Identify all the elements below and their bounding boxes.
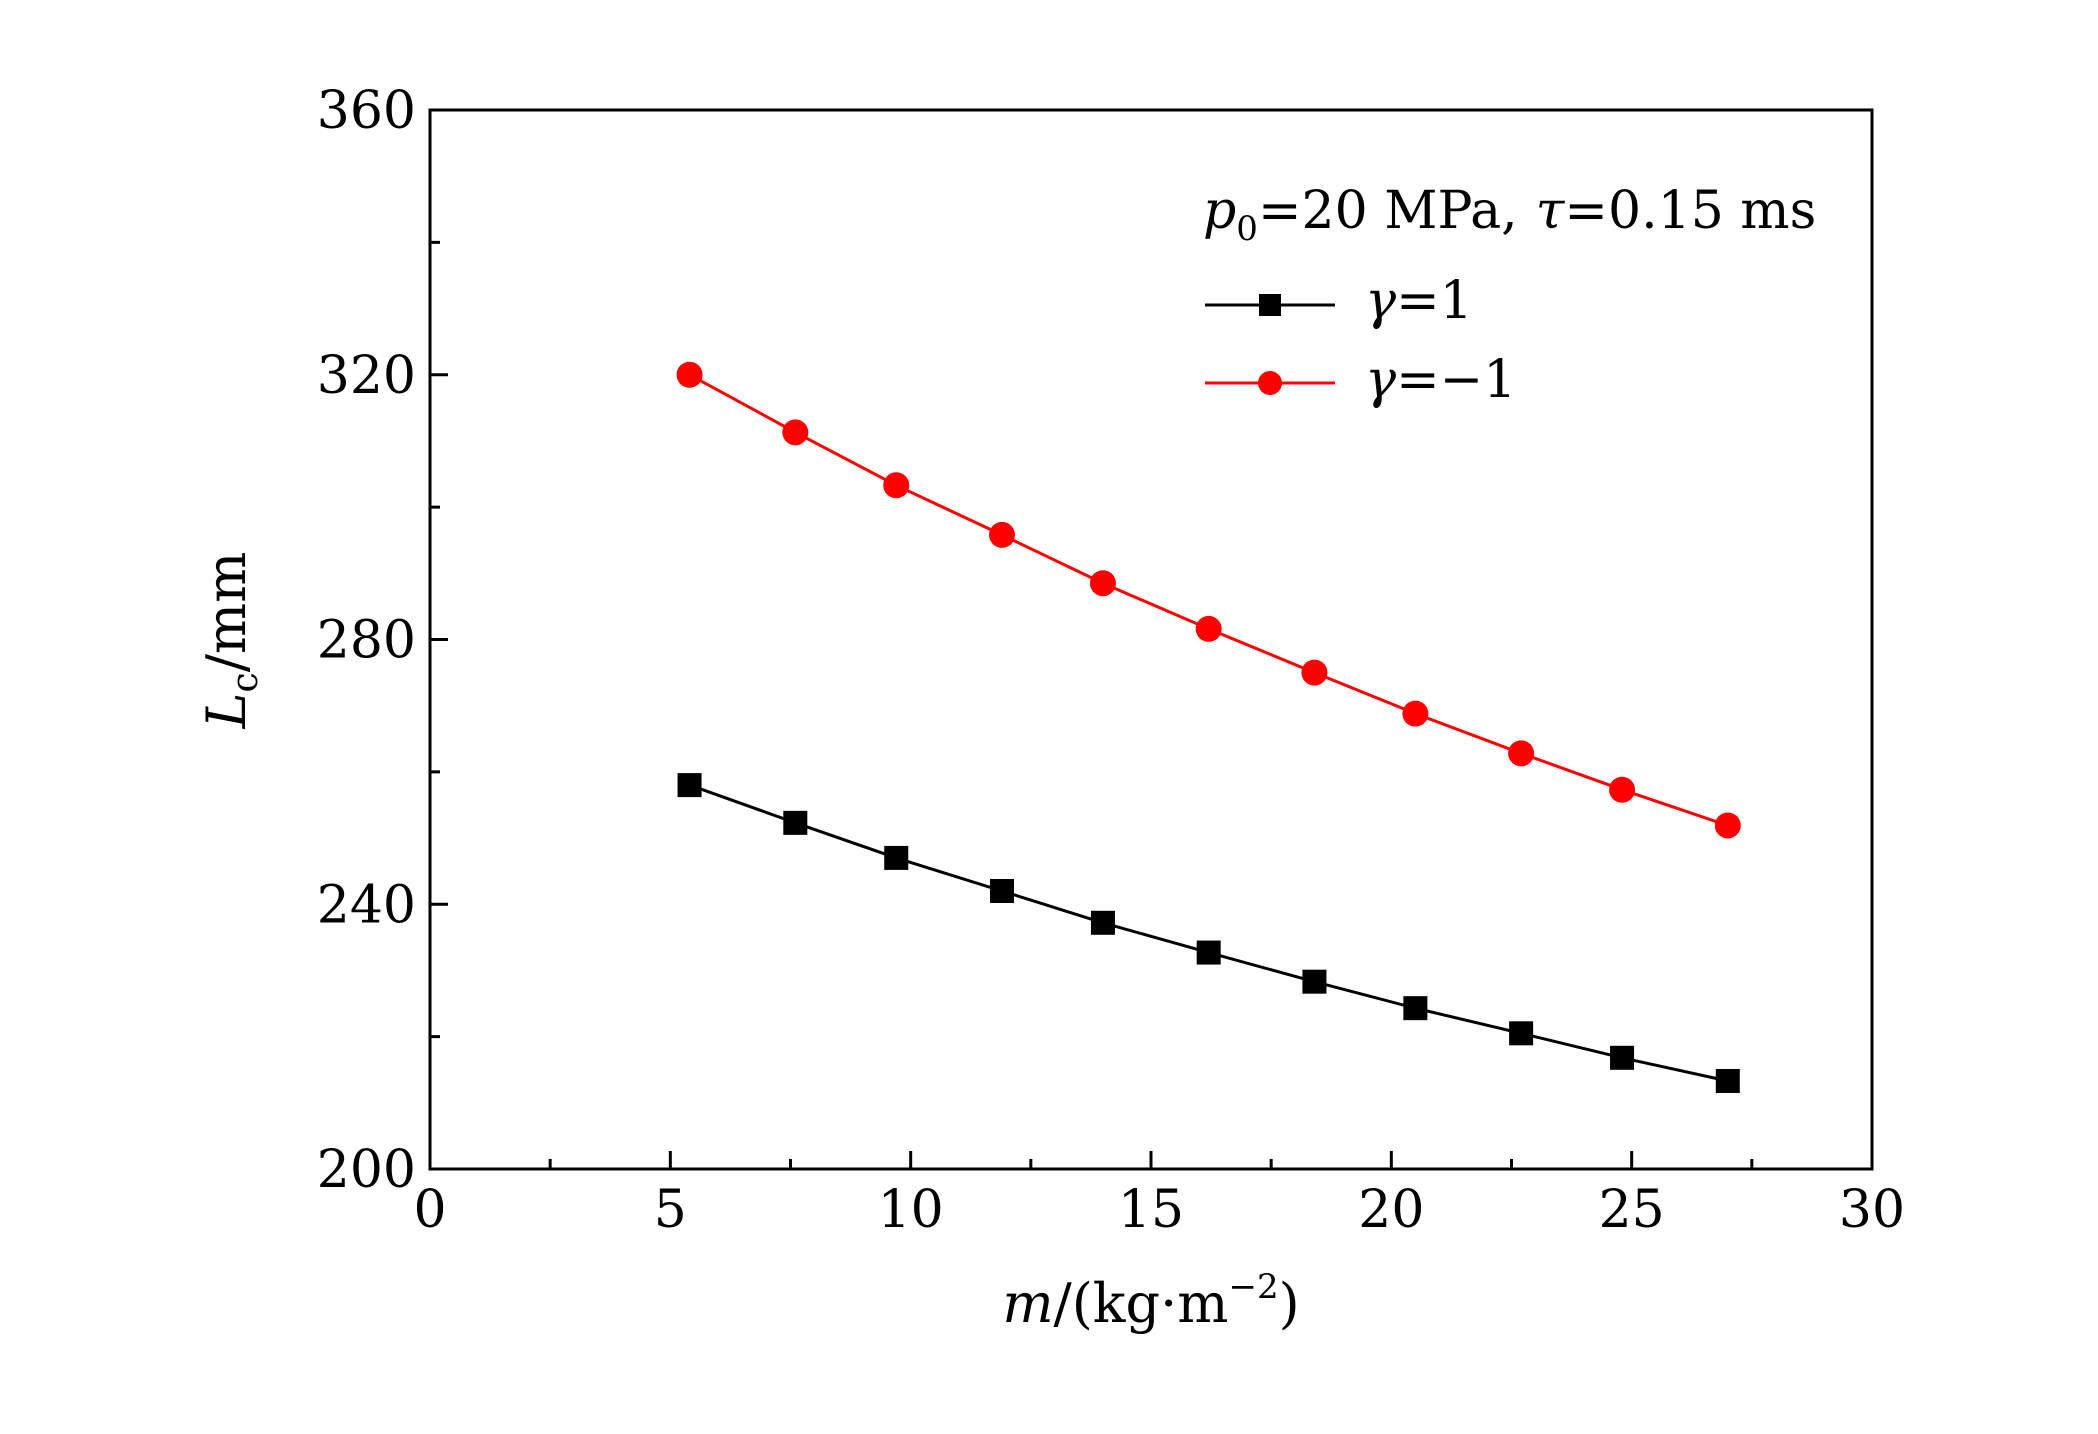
series-layer [676, 361, 1741, 1093]
x-tick-label: 5 [654, 1180, 687, 1240]
series-2-point [1195, 615, 1222, 642]
legend-item-series-2: γ=−1 [1205, 350, 1516, 410]
legend-marker-series-1 [1259, 294, 1281, 316]
legend-marker-series-2 [1258, 371, 1282, 395]
x-tick-label: 30 [1839, 1180, 1905, 1240]
series-2-point [988, 521, 1015, 548]
series-1-point [677, 773, 702, 798]
x-axis-label: m/(kg·m−2) [1002, 1267, 1299, 1335]
series-1-point [1196, 940, 1221, 965]
series-1-point [1509, 1021, 1534, 1046]
series-1-point [1403, 996, 1428, 1021]
x-tick-label: 0 [413, 1180, 446, 1240]
x-tick-label: 10 [878, 1180, 944, 1240]
series-1-point [783, 810, 808, 835]
legend-label-series-1: γ=1 [1365, 271, 1473, 331]
series-2-point [1089, 570, 1116, 597]
plot-frame [428, 108, 1874, 1171]
series-1-point [1090, 910, 1115, 935]
series-2-point [1714, 812, 1741, 839]
y-axis-ticks: 200 240 280 320 360 [317, 81, 448, 1200]
y-tick-label: 280 [317, 611, 416, 671]
y-tick-label: 320 [317, 346, 416, 406]
series-1-point [1715, 1068, 1740, 1093]
y-tick-label: 240 [317, 875, 416, 935]
series-1-point [1302, 969, 1327, 994]
y-tick-label: 200 [317, 1140, 416, 1200]
series-2-point [782, 419, 809, 446]
series-2-point [1402, 700, 1429, 727]
series-2-point [1508, 740, 1535, 767]
series-1-point [884, 845, 909, 870]
series-1-point [989, 879, 1014, 904]
legend-label-series-2: γ=−1 [1365, 350, 1516, 410]
condition-annotation: p0=20 MPa, τ=0.15 ms [1203, 181, 1816, 249]
series-2-point [676, 361, 703, 388]
y-axis-label: Lc/mm [195, 552, 266, 730]
legend-item-series-1: γ=1 [1205, 271, 1473, 331]
series-2-point [883, 472, 910, 499]
series-2-line [688, 373, 1729, 827]
x-axis-ticks: 0 5 10 15 20 25 30 [413, 1151, 1905, 1240]
x-tick-label: 15 [1118, 1180, 1184, 1240]
y-tick-label: 360 [317, 81, 416, 141]
x-tick-label: 25 [1599, 1180, 1665, 1240]
series-1-line [689, 783, 1729, 1083]
series-2-point [1301, 659, 1328, 686]
legend: γ=1 γ=−1 [1205, 271, 1516, 410]
series-2-point [1609, 776, 1636, 803]
x-tick-label: 20 [1358, 1180, 1424, 1240]
series-1-point [1610, 1045, 1635, 1070]
